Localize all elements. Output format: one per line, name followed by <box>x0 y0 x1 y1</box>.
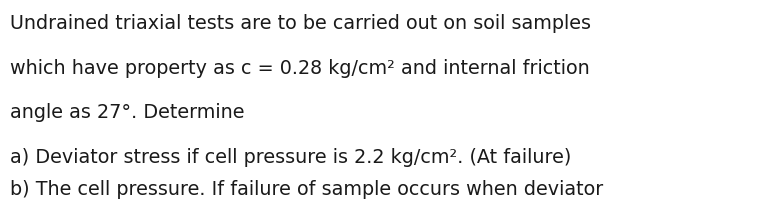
Text: which have property as c = 0.28 kg/cm² and internal friction: which have property as c = 0.28 kg/cm² a… <box>10 59 590 78</box>
Text: b) The cell pressure. If failure of sample occurs when deviator: b) The cell pressure. If failure of samp… <box>10 179 603 198</box>
Text: Undrained triaxial tests are to be carried out on soil samples: Undrained triaxial tests are to be carri… <box>10 14 591 33</box>
Text: angle as 27°. Determine: angle as 27°. Determine <box>10 103 245 122</box>
Text: a) Deviator stress if cell pressure is 2.2 kg/cm². (At failure): a) Deviator stress if cell pressure is 2… <box>10 147 571 166</box>
